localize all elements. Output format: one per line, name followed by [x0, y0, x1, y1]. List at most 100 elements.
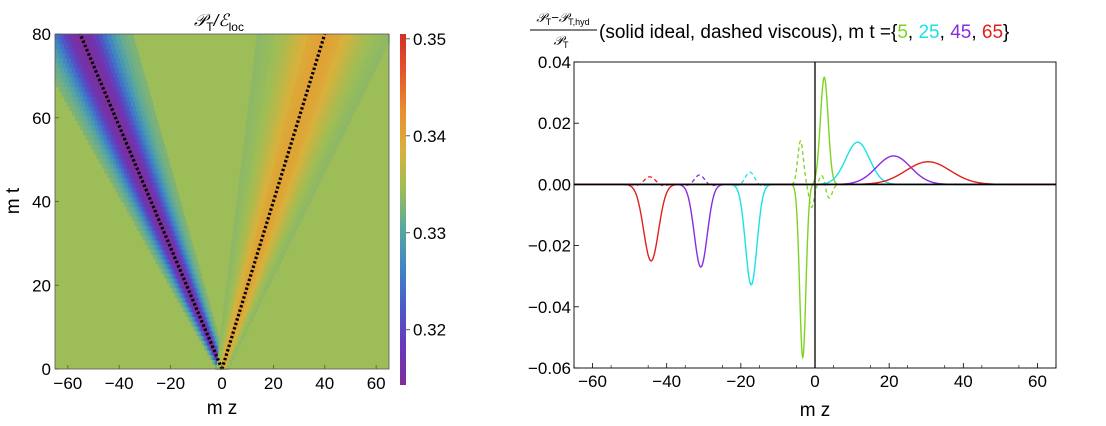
heatmap-cell — [144, 220, 148, 227]
heatmap-cell — [245, 311, 248, 317]
heatmap-cell — [148, 101, 153, 107]
heatmap-cell — [171, 273, 174, 279]
heatmap-cell — [118, 86, 123, 93]
heatmap-cell — [130, 196, 134, 203]
heatmap-cell — [73, 101, 79, 107]
heatmap-cell — [357, 34, 364, 40]
heatmap-cell — [228, 316, 231, 322]
heatmap-cell — [328, 96, 334, 102]
heatmap-cell — [120, 101, 125, 107]
heatmap-cell — [317, 101, 323, 107]
heatmap-cell — [220, 340, 222, 346]
heatmap-cell — [217, 340, 220, 346]
heatmap-cell — [278, 254, 282, 260]
heatmap-cell — [283, 67, 289, 73]
heatmap-cell — [165, 206, 169, 212]
heatmap-cell — [122, 187, 127, 193]
heatmap-cell — [83, 124, 88, 131]
heatmap-cell — [205, 297, 208, 303]
heatmap-cell — [79, 91, 85, 97]
heatmap-cell — [120, 187, 124, 193]
heatmap-cell — [160, 254, 163, 260]
heatmap-cell — [118, 96, 123, 102]
heatmap-cell — [122, 67, 128, 73]
heatmap-cell — [255, 302, 258, 308]
heatmap-cell — [213, 354, 216, 361]
heatmap-cell — [133, 158, 138, 164]
heatmap-cell — [280, 120, 286, 126]
heatmap-cell — [115, 182, 119, 188]
heatmap-cell — [258, 57, 265, 64]
heatmap-cell — [353, 81, 359, 88]
heatmap-cell — [302, 153, 307, 160]
heatmap-cell — [289, 62, 296, 69]
heatmap-cell — [113, 110, 118, 116]
heatmap-title: 𝒫T/ℰloc — [194, 11, 244, 34]
heatmap-cell — [172, 235, 175, 241]
heatmap-cell — [223, 359, 225, 365]
heatmap-cell — [200, 330, 203, 337]
heatmap-cell — [232, 321, 235, 327]
heatmap-cell — [143, 225, 146, 231]
heatmap-cell — [249, 225, 253, 231]
heatmap-cell — [141, 163, 146, 169]
heatmap-cell — [349, 67, 356, 73]
y-tick-label: 0 — [42, 360, 51, 379]
heatmap-cell — [120, 182, 124, 188]
heatmap-cell — [363, 81, 369, 88]
heatmap-cell — [102, 153, 106, 160]
heatmap-cell — [170, 206, 174, 212]
heatmap-cell — [268, 115, 274, 121]
heatmap-cell — [204, 330, 206, 337]
heatmap-cell — [255, 86, 261, 93]
heatmap-cell — [313, 163, 318, 169]
heatmap-cell — [130, 134, 134, 140]
heatmap-cell — [346, 96, 353, 102]
heatmap-cell — [62, 86, 67, 93]
heatmap-cell — [157, 168, 161, 174]
heatmap-cell — [152, 235, 155, 241]
heatmap-cell — [166, 273, 170, 279]
heatmap-cell — [369, 67, 376, 73]
heatmap-cell — [335, 139, 341, 145]
heatmap-cell — [142, 158, 147, 164]
heatmap-cell — [139, 105, 144, 112]
heatmap-cell — [230, 359, 232, 365]
heatmap-cell — [290, 168, 295, 174]
heatmap-cell — [191, 244, 194, 250]
heatmap-cell — [169, 258, 172, 265]
heatmap-cell — [227, 287, 230, 294]
heatmap-cell — [94, 120, 99, 126]
heatmap-cell — [105, 81, 110, 88]
heatmap-cell — [228, 340, 230, 346]
heatmap-cell — [236, 287, 239, 294]
heatmap-cell — [296, 187, 301, 193]
heatmap-cell — [282, 168, 288, 174]
heatmap-cell — [287, 230, 291, 236]
heatmap-cell — [265, 81, 271, 88]
heatmap-cell — [357, 72, 364, 78]
heatmap-cell — [184, 302, 187, 308]
heatmap-cell — [339, 67, 345, 73]
heatmap-cell — [290, 57, 297, 64]
heatmap-cell — [102, 115, 107, 121]
heatmap-cell — [131, 57, 137, 64]
heatmap-cell — [147, 129, 152, 136]
heatmap-cell — [211, 354, 213, 361]
heatmap-cell — [141, 148, 146, 155]
heatmap-cell — [227, 345, 230, 351]
heatmap-cell — [123, 172, 127, 179]
heatmap-cell — [208, 325, 211, 332]
heatmap-cell — [158, 191, 162, 198]
heatmap-cell — [202, 325, 205, 332]
heatmap-cell — [247, 139, 253, 145]
heatmap-cell — [155, 220, 159, 227]
heatmap-cell — [128, 187, 132, 193]
heatmap-cell — [174, 187, 178, 193]
heatmap-cell — [250, 316, 252, 322]
heatmap-cell — [380, 34, 387, 40]
heatmap-cell — [213, 335, 215, 341]
heatmap-cell — [248, 201, 253, 207]
heatmap-cell — [313, 67, 320, 73]
heatmap-cell — [64, 43, 69, 49]
